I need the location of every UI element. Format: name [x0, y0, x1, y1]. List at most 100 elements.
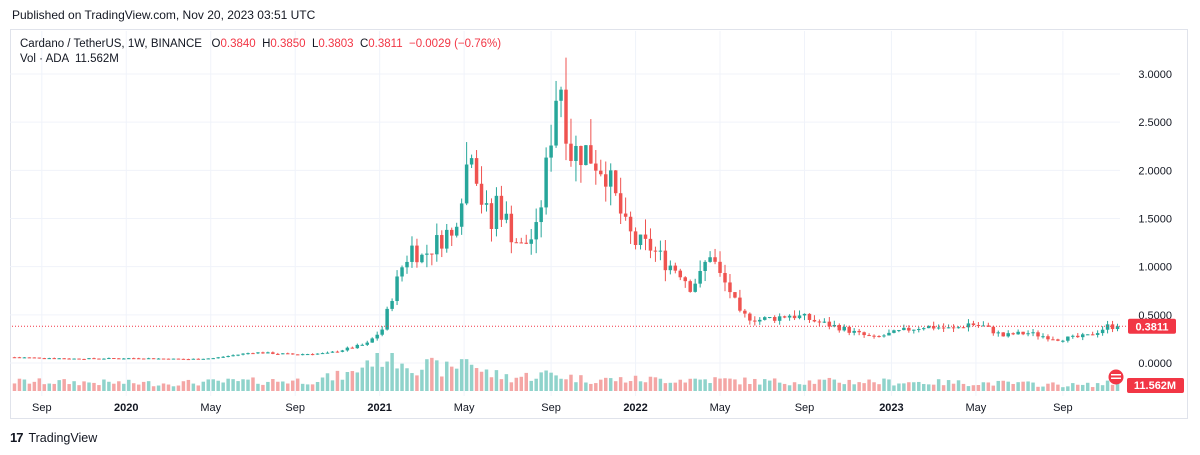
- volume-bar: [62, 379, 66, 391]
- volume-bar: [340, 379, 345, 391]
- volume-label[interactable]: Vol · ADA: [20, 53, 69, 65]
- candle-body: [1071, 335, 1075, 337]
- candle-body: [608, 170, 613, 187]
- volume-bar: [594, 383, 598, 391]
- candle-body: [668, 265, 673, 271]
- candle-body: [236, 354, 240, 356]
- volume-bar: [166, 384, 171, 391]
- candle-body: [375, 334, 379, 339]
- volume-bar: [117, 381, 121, 391]
- candle-body: [186, 359, 191, 361]
- candle-body: [509, 213, 514, 243]
- price-tick-label: 1.5000: [1138, 214, 1172, 226]
- candle-body: [599, 170, 603, 175]
- candle-body: [1021, 331, 1025, 335]
- candle-body: [395, 276, 399, 302]
- volume-bar: [107, 381, 111, 391]
- volume-bar: [628, 381, 633, 391]
- volume-bar: [534, 378, 538, 391]
- candle-body: [936, 327, 941, 329]
- candle-body: [112, 358, 116, 360]
- candle-body: [122, 358, 126, 360]
- volume-bar: [966, 386, 971, 391]
- candle-body: [300, 354, 305, 356]
- volume-bar: [459, 359, 464, 391]
- candle-body: [256, 352, 260, 354]
- candle-body: [832, 324, 837, 327]
- candle-body: [787, 315, 792, 318]
- volume-bar: [112, 383, 116, 391]
- time-tick-label: 2022: [623, 402, 647, 414]
- axis-badges: 0.3811 11.562M: [1108, 318, 1184, 393]
- price-tick-label: 0.0000: [1138, 358, 1172, 370]
- candle-body: [589, 145, 593, 164]
- candle-body: [1006, 333, 1010, 337]
- candle-body: [718, 261, 722, 273]
- volume-bar: [435, 360, 439, 391]
- volume-bar: [1046, 383, 1050, 391]
- flag-icon[interactable]: [1108, 369, 1124, 385]
- volume-legend: Vol · ADA 11.562M: [20, 53, 119, 65]
- candle-body: [310, 354, 315, 356]
- candle-body: [484, 203, 489, 205]
- volume-bar: [1021, 381, 1025, 391]
- volume-bar: [92, 382, 96, 391]
- volume-bar: [807, 380, 812, 391]
- volume-bar: [946, 380, 951, 391]
- volume-bar: [1016, 382, 1020, 391]
- chart-frame[interactable]: [10, 29, 1188, 419]
- volume-bar: [251, 377, 255, 391]
- price-tick-label: 2.5000: [1138, 117, 1172, 129]
- candle-body: [166, 358, 171, 360]
- candle-body: [1046, 336, 1050, 340]
- candle-body: [350, 347, 355, 349]
- candle-body: [792, 315, 797, 319]
- volume-bar: [912, 382, 916, 391]
- time-tick-label: Sep: [795, 402, 815, 414]
- volume-bar: [887, 379, 891, 391]
- volume-bar: [936, 379, 941, 391]
- volume-bar: [981, 382, 986, 391]
- candle-body: [842, 326, 846, 331]
- candle-body: [489, 203, 494, 229]
- candle-body: [618, 193, 623, 214]
- volume-bar: [315, 382, 320, 391]
- candle-body: [544, 157, 548, 208]
- candle-body: [22, 357, 27, 359]
- candle-body: [837, 324, 842, 331]
- candle-body: [663, 250, 668, 271]
- volume-bar: [1085, 382, 1090, 391]
- volume-bar: [539, 372, 543, 391]
- candle-body: [673, 265, 678, 271]
- volume-bar: [131, 383, 136, 391]
- candle-body: [643, 234, 648, 239]
- low-label: L: [311, 38, 319, 50]
- time-tick-label: May: [200, 402, 221, 414]
- candle-body: [42, 358, 47, 360]
- brand-name: TradingView: [28, 430, 98, 445]
- candle-body: [917, 329, 921, 331]
- candle-body: [127, 358, 131, 360]
- volume-bar: [335, 370, 340, 391]
- volume-bar: [713, 377, 717, 391]
- candle-body: [534, 222, 538, 240]
- volume-bar: [777, 382, 782, 391]
- volume-bar: [1090, 387, 1095, 391]
- volume-bar: [57, 380, 61, 391]
- volume-bar: [67, 384, 71, 391]
- symbol-label[interactable]: Cardano / TetherUS, 1W, BINANCE: [20, 38, 202, 50]
- candle-body: [862, 332, 866, 336]
- candle-body: [281, 353, 285, 355]
- candle-body: [107, 358, 111, 360]
- candle-body: [17, 357, 22, 359]
- volume-bar: [206, 379, 210, 391]
- volume-bar: [917, 381, 921, 391]
- volume-bar: [748, 384, 752, 391]
- candle-body: [425, 253, 429, 255]
- candle-body: [286, 353, 290, 355]
- time-tick-label: Sep: [285, 402, 305, 414]
- candle-body: [594, 163, 598, 171]
- volume-bar: [310, 384, 315, 391]
- open-label: O: [211, 38, 221, 50]
